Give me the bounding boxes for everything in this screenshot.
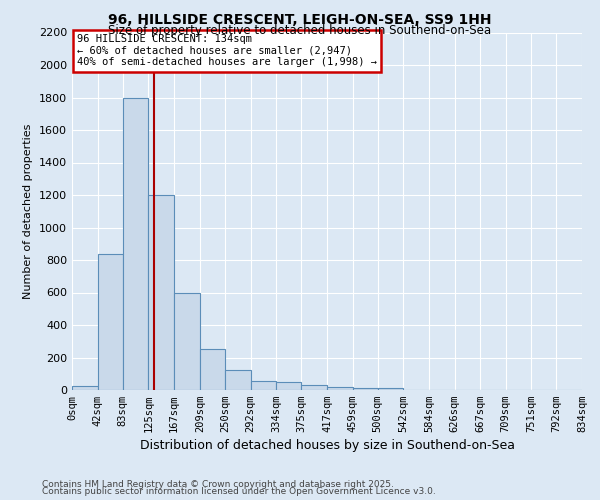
Bar — [98, 254, 123, 390]
Y-axis label: Number of detached properties: Number of detached properties — [23, 124, 34, 299]
Bar — [123, 98, 148, 390]
Text: 96, HILLSIDE CRESCENT, LEIGH-ON-SEA, SS9 1HH: 96, HILLSIDE CRESCENT, LEIGH-ON-SEA, SS9… — [108, 12, 492, 26]
Bar — [301, 385, 327, 390]
X-axis label: Distribution of detached houses by size in Southend-on-Sea: Distribution of detached houses by size … — [139, 440, 515, 452]
Text: Size of property relative to detached houses in Southend-on-Sea: Size of property relative to detached ho… — [109, 24, 491, 37]
Bar — [200, 348, 225, 390]
Bar — [378, 388, 403, 390]
Bar — [353, 388, 378, 390]
Text: Contains HM Land Registry data © Crown copyright and database right 2025.: Contains HM Land Registry data © Crown c… — [42, 480, 394, 489]
Bar — [174, 292, 200, 390]
Bar — [251, 381, 276, 390]
Bar — [327, 387, 353, 390]
Bar — [276, 382, 301, 390]
Bar — [225, 370, 251, 390]
Text: 96 HILLSIDE CRESCENT: 134sqm
← 60% of detached houses are smaller (2,947)
40% of: 96 HILLSIDE CRESCENT: 134sqm ← 60% of de… — [77, 34, 377, 68]
Bar — [72, 386, 98, 390]
Text: Contains public sector information licensed under the Open Government Licence v3: Contains public sector information licen… — [42, 488, 436, 496]
Bar — [148, 195, 174, 390]
